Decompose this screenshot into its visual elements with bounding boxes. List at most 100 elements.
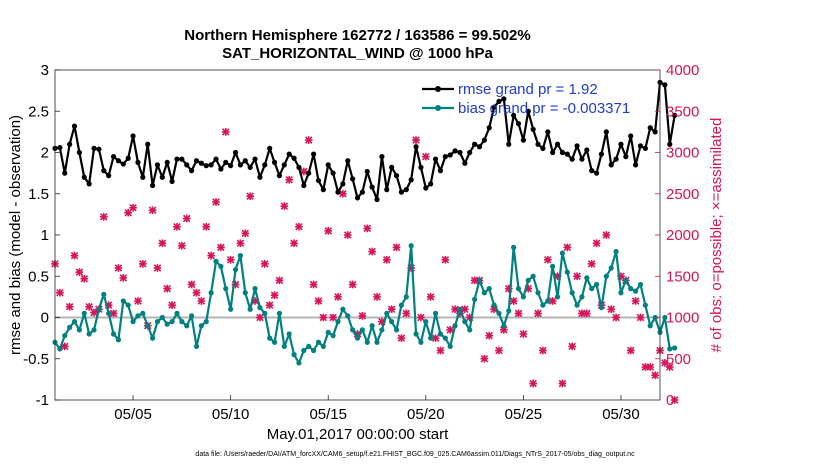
obs-marker [192,288,201,297]
rmse-point [115,158,122,164]
rmse-point [481,137,487,143]
rmse-point [457,149,463,156]
y-tick-label-right: 4000 [666,62,699,79]
bias-point [306,343,312,349]
rmse-point [633,162,639,168]
legend-entry-rmse: rmse grand pr = 1.92 [422,81,598,98]
obs-marker [426,293,435,301]
bias-point [667,346,673,352]
y-tick-label-right: 3000 [666,145,699,162]
rmse-point [569,156,575,162]
bias-point [447,343,453,349]
obs-marker [348,280,357,289]
x-tick-label: 05/15 [309,406,347,423]
rmse-point [271,159,278,165]
rmse-point [364,168,370,175]
obs-marker [256,313,264,322]
rmse-point [672,112,678,118]
legend-label: rmse grand pr = 1.92 [458,81,598,98]
rmse-point [179,156,185,162]
rmse-point [550,149,556,156]
rmse-point [501,96,507,102]
rmse-point [228,163,234,169]
bias-point [67,324,73,330]
obs-marker [329,313,337,322]
bias-series-group [52,243,678,366]
x-axis-label: May.01,2017 00:00:00 start [266,426,449,443]
rmse-point [320,187,326,193]
rmse-point [413,144,419,150]
rmse-point [159,174,165,180]
rmse-point [593,170,600,176]
bias-point [276,310,283,316]
bias-point [481,290,487,296]
rmse-point [291,155,297,161]
obs-marker [221,128,230,136]
obs-marker [519,330,528,338]
y-tick-label-left: 2.5 [28,103,49,120]
bias-point [96,306,102,312]
bias-point [540,302,546,308]
bias-point [145,323,151,329]
rmse-point [193,158,200,164]
obs-marker [314,297,323,305]
obs-marker [65,302,74,311]
chart-title-line2: SAT_HORIZONTAL_WIND @ 1000 hPa [222,45,493,62]
bias-point [471,296,478,302]
bias-point [672,345,678,351]
legend-label: bias grand pr = -0.003371 [458,100,630,117]
rmse-point [262,162,268,168]
bias-point [589,286,595,292]
bias-point [184,323,190,329]
rmse-point [330,170,336,176]
chart-title-line1: Northern Hemisphere 162772 / 163586 = 99… [184,27,531,44]
bias-point [193,343,200,349]
x-tick-label: 05/20 [407,406,445,423]
obs-marker [558,379,567,388]
rmse-point [374,196,380,203]
bias-point [354,335,361,341]
obs-marker [646,363,655,371]
bias-point [491,302,497,308]
obs-marker [417,313,425,322]
bias-point [452,323,458,329]
rmse-point [418,164,424,170]
legend-swatch-marker [435,105,441,111]
obs-marker [358,312,367,320]
rmse-point [642,145,648,151]
rmse-point [247,164,253,170]
obs-marker [173,222,181,231]
rmse-point [232,149,239,156]
rmse-point [301,182,307,189]
obs-marker [402,309,411,318]
rmse-point [647,125,653,131]
obs-marker [226,255,235,264]
bias-point [535,290,541,296]
rmse-point [252,156,258,162]
obs-marker [368,247,376,256]
rmse-point [106,173,112,179]
bias-point [476,277,483,283]
bias-point [398,302,405,308]
rmse-point [559,149,566,156]
rmse-point [608,162,614,168]
bias-point [613,248,619,255]
obs-marker [129,203,137,212]
bias-point [389,319,395,325]
bias-point [232,267,239,273]
bias-point [203,319,209,325]
rmse-point [442,154,448,160]
bias-point [574,302,580,308]
bias-point [506,308,512,314]
obs-marker [563,243,572,252]
bias-point [564,269,570,275]
bias-point [86,331,92,337]
obs-marker [334,293,342,301]
rmse-point [520,137,526,143]
obs-marker [436,346,445,355]
rmse-point [471,141,478,147]
rmse-point [667,141,673,147]
bias-point [330,333,336,339]
rmse-point [340,181,346,187]
